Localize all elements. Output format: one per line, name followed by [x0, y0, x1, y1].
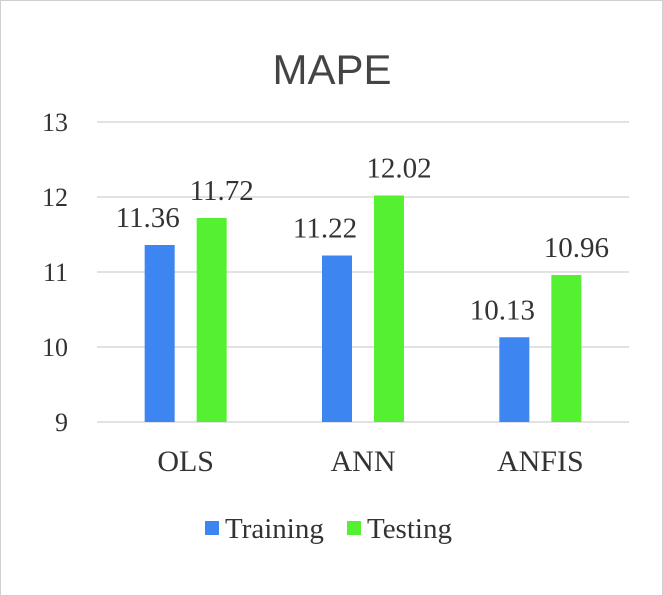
bar-training-anfis	[499, 337, 530, 422]
bar-testing-anfis	[551, 275, 582, 422]
bar-training-ann	[322, 255, 352, 422]
legend-label-training: Training	[225, 513, 324, 545]
data-label: 10.13	[470, 294, 535, 326]
data-label: 11.36	[116, 202, 180, 234]
data-label: 11.22	[293, 213, 357, 245]
y-axis-ticks: 9 10 11 12 13	[42, 108, 68, 437]
y-tick-label: 12	[42, 183, 68, 212]
legend-label-testing: Testing	[367, 513, 452, 545]
grid-lines	[97, 121, 629, 423]
data-label: 10.96	[544, 232, 609, 264]
bar-testing-ann	[374, 195, 404, 422]
y-tick-label: 9	[55, 408, 68, 437]
legend: Training Testing	[205, 513, 452, 545]
chart-title: MAPE	[272, 46, 391, 93]
legend-swatch-training	[205, 521, 219, 535]
data-label: 11.72	[190, 175, 254, 207]
y-tick-label: 10	[42, 333, 68, 362]
y-tick-label: 13	[42, 108, 68, 137]
y-tick-label: 11	[43, 258, 68, 287]
bars	[144, 195, 582, 422]
category-label: ANFIS	[497, 445, 584, 478]
data-labels: 11.36 11.72 11.22 12.02 10.13 10.96	[116, 153, 609, 327]
data-label: 12.02	[366, 153, 431, 185]
x-axis-categories: OLS ANN ANFIS	[157, 445, 583, 478]
category-label: ANN	[331, 445, 396, 478]
bar-testing-ols	[196, 218, 227, 422]
bar-training-ols	[144, 245, 175, 422]
category-label: OLS	[157, 445, 214, 478]
legend-swatch-testing	[347, 521, 361, 535]
